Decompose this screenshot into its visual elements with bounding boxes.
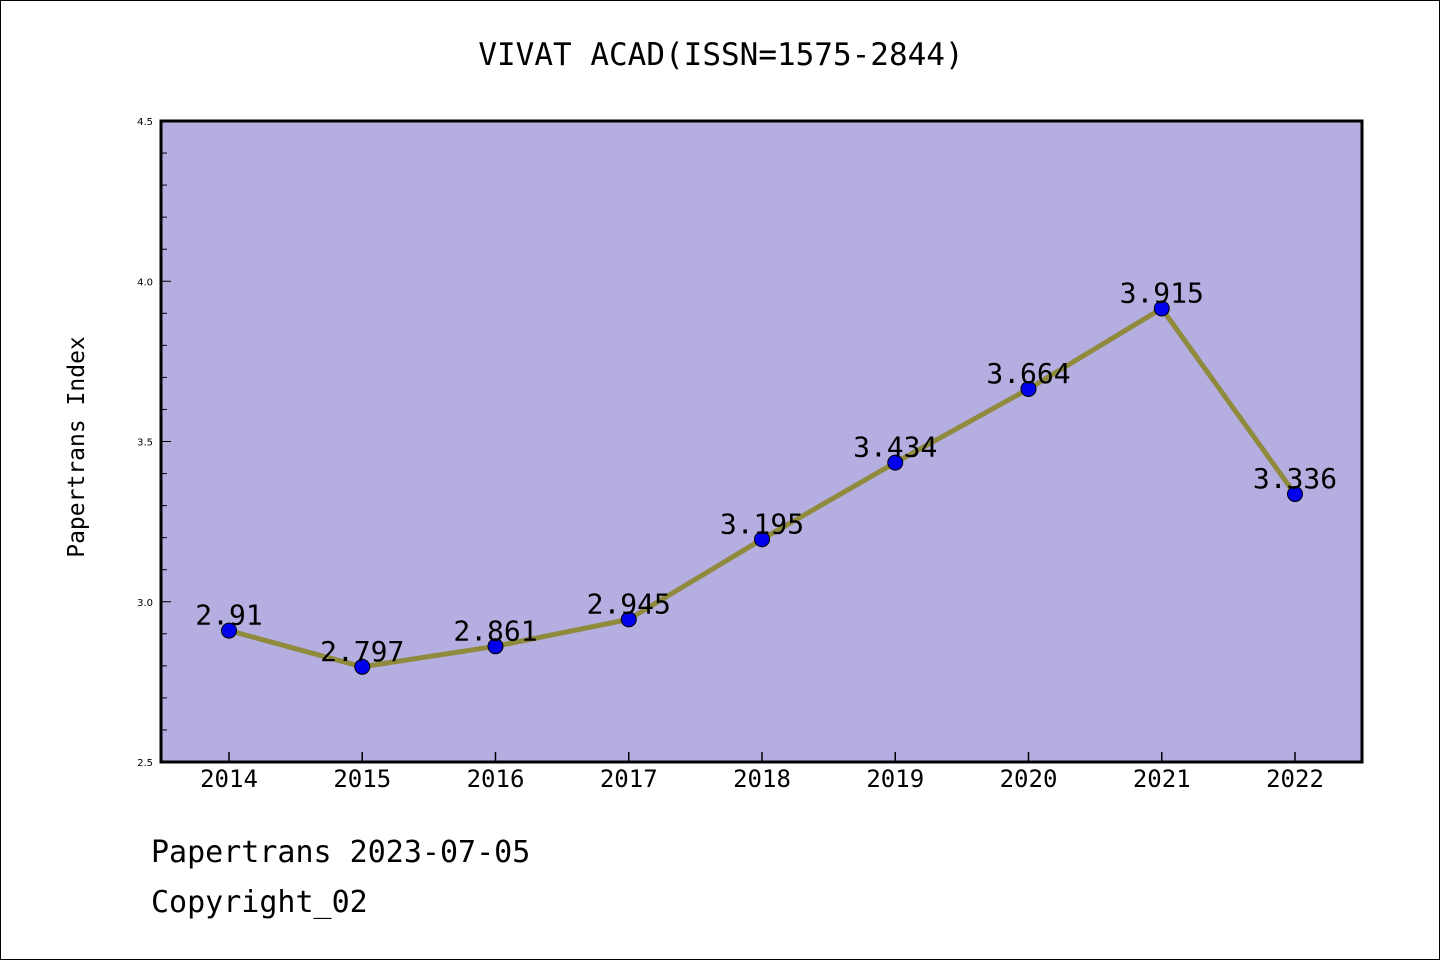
x-tick-label: 2022 [1266,765,1324,793]
x-tick-label: 2019 [866,765,924,793]
data-label: 3.664 [986,357,1070,390]
data-point [1287,486,1303,503]
x-tick-label: 2014 [200,765,258,793]
plot-area [161,121,1362,762]
x-tick-label: 2016 [467,765,525,793]
x-tick-label: 2015 [333,765,391,793]
x-tick-label: 2020 [1000,765,1058,793]
data-label: 2.91 [195,599,262,632]
data-label: 3.195 [720,507,804,540]
data-label: 2.797 [320,635,404,668]
data-label: 3.434 [853,431,937,464]
y-tick-label: 2.5 [137,758,153,769]
data-label: 3.336 [1253,462,1337,495]
data-label: 2.861 [453,614,537,647]
x-tick-label: 2017 [600,765,658,793]
data-point [1020,380,1037,397]
y-tick-label: 4.0 [137,277,153,288]
data-point [620,611,637,628]
x-tick-label: 2018 [733,765,791,793]
data-point [487,638,504,655]
data-label: 3.915 [1120,276,1204,309]
plot-border [159,119,1364,764]
data-point [1153,300,1170,317]
footer-copyright: Copyright_02 [151,885,368,920]
data-point [221,622,237,639]
data-point [354,658,371,675]
data-point [754,531,770,548]
chart-title: VIVAT ACAD(ISSN=1575-2844) [478,37,964,73]
data-point [887,454,904,471]
y-tick-label: 3.5 [137,438,153,449]
x-tick-label: 2021 [1133,765,1191,793]
footer-date: Papertrans 2023-07-05 [151,835,531,870]
y-tick-label: 4.5 [137,117,153,128]
data-label: 2.945 [587,587,671,620]
y-tick-label: 3.0 [137,598,153,609]
